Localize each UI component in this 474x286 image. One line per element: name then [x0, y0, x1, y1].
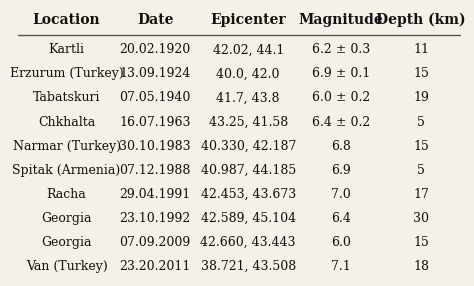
Text: 17: 17	[413, 188, 429, 201]
Text: 20.02.1920: 20.02.1920	[119, 43, 191, 56]
Text: 40.987, 44.185: 40.987, 44.185	[201, 164, 296, 177]
Text: 42.02, 44.1: 42.02, 44.1	[212, 43, 284, 56]
Text: 5: 5	[417, 164, 425, 177]
Text: Georgia: Georgia	[41, 236, 92, 249]
Text: 6.0: 6.0	[331, 236, 351, 249]
Text: 6.4: 6.4	[331, 212, 351, 225]
Text: 6.0 ± 0.2: 6.0 ± 0.2	[312, 92, 370, 104]
Text: 13.09.1924: 13.09.1924	[119, 67, 191, 80]
Text: 7.1: 7.1	[331, 260, 351, 273]
Text: 38.721, 43.508: 38.721, 43.508	[201, 260, 296, 273]
Text: 7.0: 7.0	[331, 188, 351, 201]
Text: 07.12.1988: 07.12.1988	[119, 164, 191, 177]
Text: Date: Date	[137, 13, 173, 27]
Text: Tabatskuri: Tabatskuri	[33, 92, 100, 104]
Text: 42.453, 43.673: 42.453, 43.673	[201, 188, 296, 201]
Text: 15: 15	[413, 236, 429, 249]
Text: Location: Location	[33, 13, 100, 27]
Text: Spitak (Armenia): Spitak (Armenia)	[12, 164, 121, 177]
Text: 42.660, 43.443: 42.660, 43.443	[201, 236, 296, 249]
Text: 15: 15	[413, 67, 429, 80]
Text: Narmar (Turkey): Narmar (Turkey)	[12, 140, 121, 153]
Text: 6.2 ± 0.3: 6.2 ± 0.3	[312, 43, 370, 56]
Text: 23.10.1992: 23.10.1992	[119, 212, 191, 225]
Text: 40.330, 42.187: 40.330, 42.187	[201, 140, 296, 153]
Text: Georgia: Georgia	[41, 212, 92, 225]
Text: Chkhalta: Chkhalta	[38, 116, 95, 128]
Text: 6.9: 6.9	[331, 164, 351, 177]
Text: Racha: Racha	[47, 188, 86, 201]
Text: 07.05.1940: 07.05.1940	[119, 92, 191, 104]
Text: 41.7, 43.8: 41.7, 43.8	[217, 92, 280, 104]
Text: 16.07.1963: 16.07.1963	[119, 116, 191, 128]
Text: 29.04.1991: 29.04.1991	[119, 188, 191, 201]
Text: 6.8: 6.8	[331, 140, 351, 153]
Text: 6.9 ± 0.1: 6.9 ± 0.1	[312, 67, 370, 80]
Text: Epicenter: Epicenter	[210, 13, 286, 27]
Text: 07.09.2009: 07.09.2009	[119, 236, 191, 249]
Text: Depth (km): Depth (km)	[376, 13, 466, 27]
Text: Kartli: Kartli	[49, 43, 84, 56]
Text: 30.10.1983: 30.10.1983	[119, 140, 191, 153]
Text: Van (Turkey): Van (Turkey)	[26, 260, 108, 273]
Text: 6.4 ± 0.2: 6.4 ± 0.2	[312, 116, 370, 128]
Text: 23.20.2011: 23.20.2011	[119, 260, 191, 273]
Text: 43.25, 41.58: 43.25, 41.58	[209, 116, 288, 128]
Text: 40.0, 42.0: 40.0, 42.0	[217, 67, 280, 80]
Text: 5: 5	[417, 116, 425, 128]
Text: 11: 11	[413, 43, 429, 56]
Text: Erzurum (Turkey): Erzurum (Turkey)	[9, 67, 123, 80]
Text: 19: 19	[413, 92, 429, 104]
Text: 30: 30	[413, 212, 429, 225]
Text: 18: 18	[413, 260, 429, 273]
Text: 15: 15	[413, 140, 429, 153]
Text: Magnitude: Magnitude	[299, 13, 383, 27]
Text: 42.589, 45.104: 42.589, 45.104	[201, 212, 296, 225]
